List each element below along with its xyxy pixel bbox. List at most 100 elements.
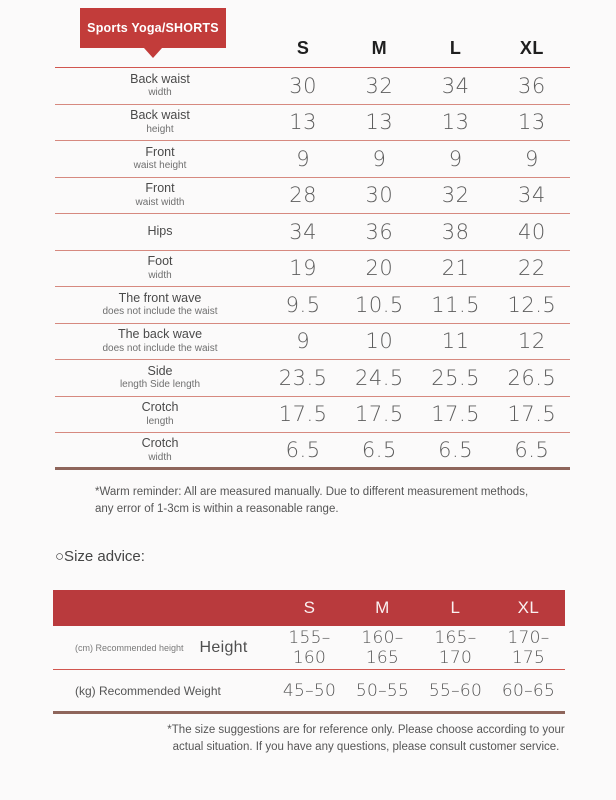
cell-value-s: 6.5 [285,438,321,463]
column-header-l: L [449,38,462,58]
cell-value-m: 24.5 [354,365,404,390]
row-label-main: Foot [147,254,173,269]
advice-column-header-m: M [375,598,390,617]
row-label-sub: does not include the waist [102,306,218,318]
cell-value-m: 30 [365,183,394,208]
cell-value-l: 38 [441,219,470,244]
measurement-table: S M L XL Back waist width 30 32 34 36 Ba… [55,0,570,471]
table-row: Crotch length 17.5 17.5 17.5 17.5 [55,397,570,433]
size-advice-table: S M L XL (cm) Recommended height Height … [53,590,565,714]
cell-value-m: 10.5 [354,292,404,317]
cell-value-xl: 17.5 [507,402,557,427]
row-label-sub: waist width [135,196,185,208]
advice-table-row: (cm) Recommended height Height 155–160 1… [53,626,565,670]
advice-table-row: (kg) Recommended Weight 45–50 50–55 55–6… [53,670,565,714]
cell-value-l: 25.5 [431,365,480,390]
column-header-s: S [296,38,310,58]
row-label-main: Front [145,144,175,159]
row-label: Crotch length [55,400,265,428]
advice-row-label: (kg) Recommended Weight [53,684,273,698]
table-row: Front waist width 28 30 32 34 [55,178,570,214]
badge-pointer-triangle [144,48,162,58]
cell-value-xl: 13 [518,110,546,135]
row-label: Foot width [55,254,265,282]
column-header-m: M [371,38,388,58]
row-label: Side length Side length [55,364,265,392]
advice-column-header-s: S [303,598,316,617]
cell-value-xl: 12.5 [507,292,557,317]
row-label: The back wave does not include the waist [55,327,265,355]
row-label-main: Back waist [130,108,190,123]
row-label: The front wave does not include the wais… [55,291,265,319]
cell-value-xl: 12 [518,329,546,354]
size-advice-heading: ○Size advice: [55,548,145,565]
cell-value-s: 23.5 [278,365,328,390]
row-label: Hips [55,224,265,240]
advice-cell-s: 45–50 [282,680,337,701]
cell-value-l: 32 [441,183,470,208]
row-label-sub: width [148,87,172,99]
size-suggestion-note: *The size suggestions are for reference … [167,724,565,754]
cell-value-s: 17.5 [278,402,328,427]
advice-cell-l: 165–170 [434,627,477,668]
cell-value-l: 6.5 [438,438,474,463]
advice-column-header-l: L [450,598,461,617]
row-label-main: Side [147,363,173,378]
badge-label: Sports Yoga/SHORTS [87,21,219,35]
row-label: Crotch width [55,436,265,464]
size-advice-header-bar: S M L XL [53,590,565,626]
cell-value-xl: 40 [518,219,546,244]
table-row: Back waist width 30 32 34 36 [55,68,570,105]
cell-value-xl: 6.5 [514,438,550,463]
cell-value-m: 32 [365,73,394,98]
row-label-sub: width [148,451,172,463]
advice-row-label: (cm) Recommended height Height [53,639,273,657]
cell-value-s: 28 [289,183,317,208]
cell-value-s: 9 [296,146,311,171]
advice-row-label-prefix: (kg) Recommended Weight [75,683,221,698]
row-label-main: Front [145,181,175,196]
cell-value-l: 17.5 [431,402,480,427]
row-label-main: Back waist [130,71,190,86]
cell-value-xl: 22 [518,256,546,281]
table-row: Back waist height 13 13 13 13 [55,105,570,141]
advice-cell-xl: 170–175 [507,627,550,668]
cell-value-m: 20 [365,256,394,281]
cell-value-xl: 34 [518,183,546,208]
cell-value-s: 34 [289,219,317,244]
row-label-main: Crotch [141,436,179,450]
advice-cell-l: 55–60 [428,680,483,701]
row-label-main: The back wave [117,327,203,342]
cell-value-s: 19 [289,256,317,281]
row-label-sub: waist height [133,160,187,172]
warm-reminder-note: *Warm reminder: All are measured manuall… [95,486,529,515]
row-label-sub: width [148,269,172,281]
row-label: Back waist height [55,108,265,136]
row-label-sub: length Side length [119,379,201,391]
cell-value-m: 17.5 [354,402,404,427]
cell-value-xl: 26.5 [507,365,557,390]
table-row: Crotch width 6.5 6.5 6.5 6.5 [55,433,570,471]
product-category-badge: Sports Yoga/SHORTS [80,8,226,58]
cell-value-l: 9 [448,146,463,171]
cell-value-s: 13 [289,110,317,135]
row-label-main: Hips [147,223,173,238]
cell-value-m: 10 [365,329,394,354]
cell-value-m: 13 [365,110,394,135]
cell-value-m: 9 [372,146,387,171]
cell-value-s: 9.5 [285,292,321,317]
row-label-sub: does not include the waist [102,342,218,354]
cell-value-l: 11 [441,329,470,354]
row-label: Front waist height [55,145,265,173]
row-label-main: Crotch [141,400,179,415]
advice-cell-m: 50–55 [355,680,410,701]
cell-value-s: 9 [296,329,311,354]
table-row: Front waist height 9 9 9 9 [55,141,570,178]
row-label-sub: height [146,123,174,135]
row-label-sub: length [146,415,174,427]
cell-value-l: 21 [441,256,470,281]
row-label: Front waist width [55,181,265,209]
cell-value-xl: 36 [518,73,546,98]
cell-value-m: 6.5 [361,438,397,463]
